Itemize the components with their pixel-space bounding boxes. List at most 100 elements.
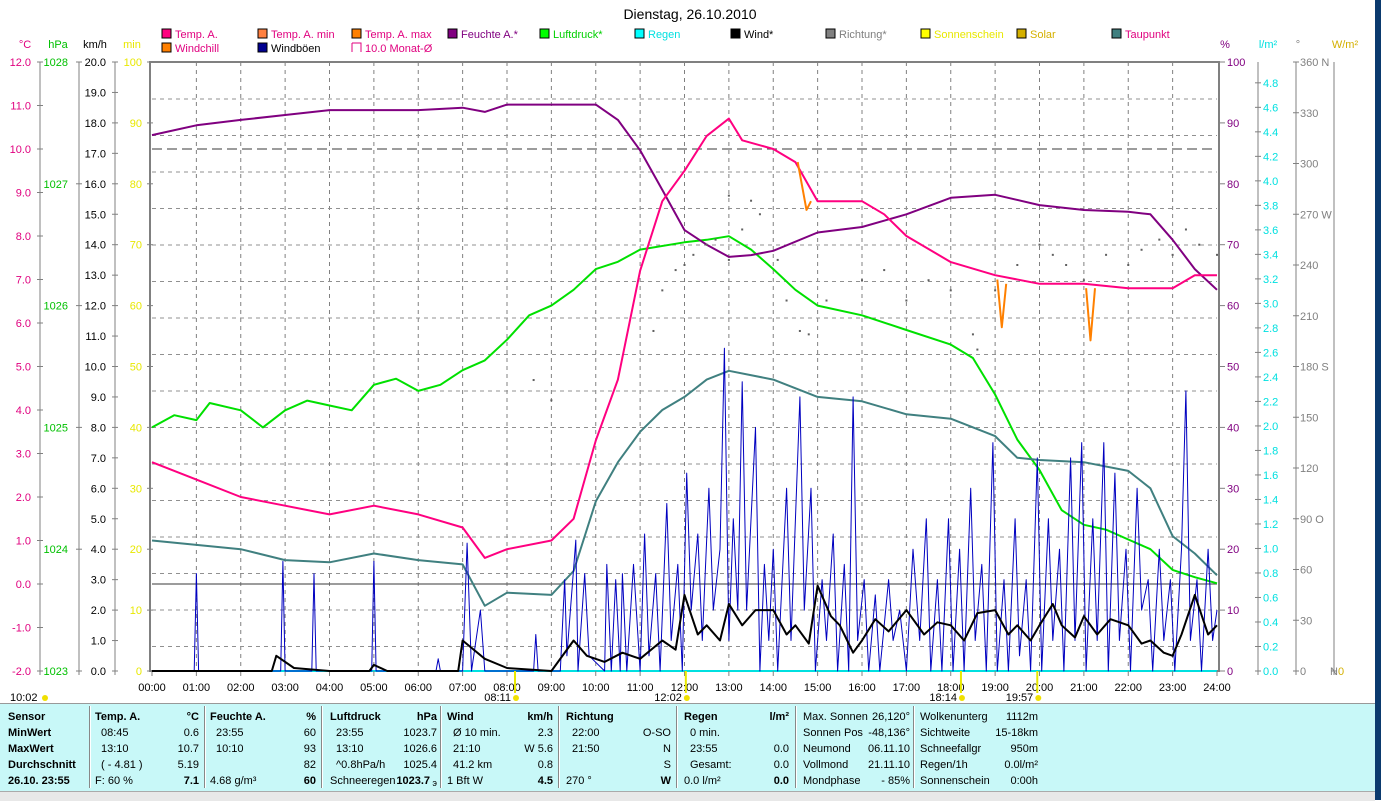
header-wind: Wind km/h xyxy=(447,709,553,725)
legend-label[interactable]: Luftdruck* xyxy=(553,29,603,41)
hum-unit: % xyxy=(306,711,316,723)
row-min-label: MinWert xyxy=(8,727,52,739)
tick-label-mm: 4.4 xyxy=(1263,127,1278,139)
sun-marker-label: 19:57 xyxy=(1006,692,1034,703)
tick-label-pct: 0 xyxy=(1227,666,1233,678)
legend-label[interactable]: Temp. A. max xyxy=(365,29,432,41)
temp-row-label: F: 60 % xyxy=(95,775,133,787)
direction-point xyxy=(949,289,952,292)
tick-label-min: 60 xyxy=(130,301,142,313)
sun-value: 26,120° xyxy=(871,711,910,723)
legend-label[interactable]: Regen xyxy=(648,29,680,41)
tick-label-pct: 50 xyxy=(1227,362,1239,374)
temp-row-label: 08:45 xyxy=(101,727,129,739)
tick-label-pct: 60 xyxy=(1227,301,1239,313)
tick-label-mm: 2.6 xyxy=(1263,347,1278,359)
tick-label-mm: 1.0 xyxy=(1263,543,1278,555)
legend-label[interactable]: Wind* xyxy=(744,29,774,41)
tick-label-pct: 100 xyxy=(1227,57,1245,69)
tick-label-C: 9.0 xyxy=(16,188,31,200)
tick-label-mm: 1.8 xyxy=(1263,445,1278,457)
sun-value: - 85% xyxy=(881,775,910,787)
tick-label-mm: 3.2 xyxy=(1263,274,1278,286)
x-tick-label: 07:00 xyxy=(449,682,477,694)
legend-label[interactable]: Taupunkt xyxy=(1125,29,1170,41)
x-tick-label: 05:00 xyxy=(360,682,388,694)
legend-label[interactable]: Solar xyxy=(1030,29,1056,41)
direction-point xyxy=(1038,243,1041,246)
legend-label[interactable]: Windböen xyxy=(271,43,321,55)
x-tick-label: 06:00 xyxy=(404,682,432,694)
misc-row: Wolkenunterg 1112m xyxy=(920,709,1038,725)
col-hum: Feuchte A.% 23:55 60 10:10 93 82 4.68 g/m³ 60 xyxy=(210,709,316,789)
sun-icon xyxy=(683,695,690,701)
rain-row-value: 0.0 xyxy=(773,775,789,787)
tick-label-deg: 330 xyxy=(1300,108,1318,120)
weather-chart: Dienstag, 26.10.2010 °C 12.0 11.0 10.0 9.0 8.… xyxy=(10,6,1359,703)
direction-point xyxy=(750,199,753,202)
legend-label[interactable]: Windchill xyxy=(175,43,219,55)
direction-point xyxy=(927,279,930,282)
col-press: Luftdruck hPa 23:55 1023.7 13:10 1026.6 ^0.8hP… xyxy=(330,709,437,789)
tick-label-min: 90 xyxy=(130,118,142,130)
dir-header: Richtung xyxy=(566,711,614,723)
legend-label[interactable]: Temp. A. min xyxy=(271,29,335,41)
dir-row-value: W xyxy=(660,775,671,787)
direction-point xyxy=(1065,264,1068,266)
press-unit: hPa xyxy=(416,711,437,723)
misc-row: Sichtweite 15-18km xyxy=(920,725,1038,741)
direction-point xyxy=(692,253,695,256)
direction-point xyxy=(1158,238,1161,241)
axis-unit-kmh: km/h xyxy=(83,39,107,51)
tick-label-mm: 4.8 xyxy=(1263,78,1278,90)
legend-label[interactable]: 10.0 Monat-Ø xyxy=(365,43,433,55)
legend-swatch xyxy=(351,42,362,52)
x-tick-label: 00:00 xyxy=(138,682,166,694)
x-tick-label: 09:00 xyxy=(538,682,566,694)
axis-unit-hPa: hPa xyxy=(48,39,68,51)
sun-icon xyxy=(512,695,519,701)
tick-label-mm: 0.6 xyxy=(1263,592,1278,604)
series-windchill xyxy=(996,279,1008,329)
axis-unit-C: °C xyxy=(19,39,31,51)
sun-value: -48,136° xyxy=(868,727,910,739)
tick-label-mm: 2.0 xyxy=(1263,421,1278,433)
temp-row: 13:10 10.7 xyxy=(95,741,199,757)
legend-label[interactable]: Feuchte A.* xyxy=(461,29,519,41)
tick-label-kmh: 7.0 xyxy=(91,453,106,465)
hum-row-value: 60 xyxy=(303,727,316,739)
dir-row-value: O-SO xyxy=(642,727,671,739)
direction-point xyxy=(674,269,677,272)
press-row-label: 23:55 xyxy=(336,727,364,739)
wind-row: Ø 10 min. 2.3 xyxy=(447,725,553,741)
tick-label-mm: 0.8 xyxy=(1263,568,1278,580)
axis-unit-pct: % xyxy=(1220,39,1230,51)
series-feuchte-a- xyxy=(151,103,1218,291)
tick-label-min: 10 xyxy=(130,605,142,617)
tick-label-kmh: 20.0 xyxy=(85,57,106,69)
press-row: 23:55 1023.7 xyxy=(330,725,437,741)
tick-label-deg: 180 S xyxy=(1300,362,1329,374)
wind-row-value: 2.3 xyxy=(537,727,553,739)
tick-label-C: 10.0 xyxy=(10,144,31,156)
tick-label-kmh: 4.0 xyxy=(91,544,106,556)
direction-point xyxy=(776,258,779,261)
header-dir: Richtung xyxy=(566,709,671,725)
legend-label[interactable]: Richtung* xyxy=(839,29,887,41)
tick-label-mm: 0.2 xyxy=(1263,641,1278,653)
legend-swatch xyxy=(351,28,362,39)
tick-label-kmh: 0.0 xyxy=(91,666,106,678)
axis-unit-min: min xyxy=(123,39,141,51)
rain-row-value: 0.0 xyxy=(773,743,789,755)
tick-label-kmh: 11.0 xyxy=(85,331,106,343)
legend-label[interactable]: Sonnenschein xyxy=(934,29,1004,41)
tick-label-C: 2.0 xyxy=(16,492,31,504)
tick-label-hPa: 1026 xyxy=(44,301,68,313)
dir-row: 22:00 O-SO xyxy=(566,725,671,741)
sun-icon xyxy=(958,695,965,701)
tick-label-kmh: 18.0 xyxy=(85,118,106,130)
direction-point xyxy=(861,279,863,282)
tick-label-pct: 70 xyxy=(1227,240,1239,252)
direction-point xyxy=(905,299,908,302)
legend-label[interactable]: Temp. A. xyxy=(175,29,218,41)
